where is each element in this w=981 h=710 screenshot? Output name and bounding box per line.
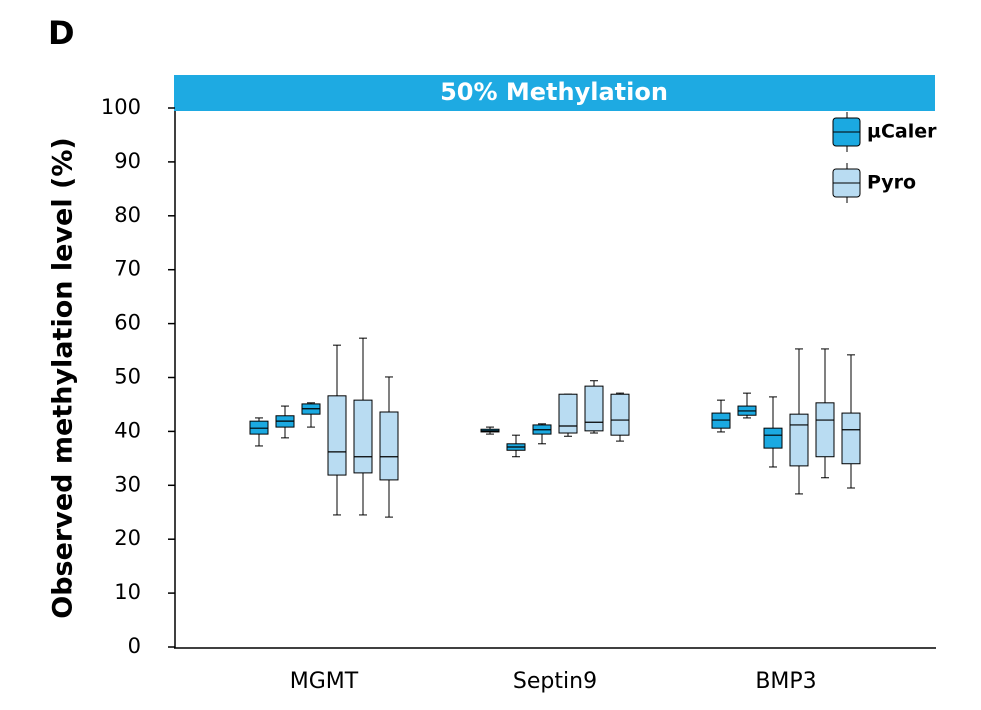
box — [789, 413, 809, 467]
y-tick-label: 70 — [114, 257, 141, 281]
y-axis-label: Observed methylation level (%) — [48, 137, 79, 618]
banner — [174, 75, 935, 111]
y-tick-label: 60 — [114, 311, 141, 335]
y-tick-label: 20 — [114, 526, 141, 550]
box — [379, 411, 399, 481]
y-tick-label: 10 — [114, 580, 141, 604]
banner-text: 50% Methylation — [440, 78, 668, 106]
box — [763, 427, 783, 449]
y-tick-label: 0 — [128, 634, 141, 658]
box — [327, 395, 347, 476]
panel-label: D — [48, 14, 75, 52]
box — [815, 402, 835, 458]
box — [353, 399, 373, 474]
y-tick-label: 90 — [114, 149, 141, 173]
x-tick-label: Septin9 — [513, 669, 597, 694]
y-tick-label: 30 — [114, 472, 141, 496]
x-tick-label: MGMT — [290, 669, 359, 694]
x-tick-label: BMP3 — [755, 669, 816, 694]
box — [610, 393, 630, 436]
y-tick-label: 40 — [114, 418, 141, 442]
y-tick-label: 80 — [114, 203, 141, 227]
box — [558, 393, 578, 434]
box — [584, 385, 604, 432]
box — [841, 412, 861, 465]
y-tick-label: 100 — [101, 95, 141, 119]
legend-label: µCaler — [867, 121, 937, 143]
y-tick-label: 50 — [114, 365, 141, 389]
legend-label: Pyro — [867, 172, 916, 194]
